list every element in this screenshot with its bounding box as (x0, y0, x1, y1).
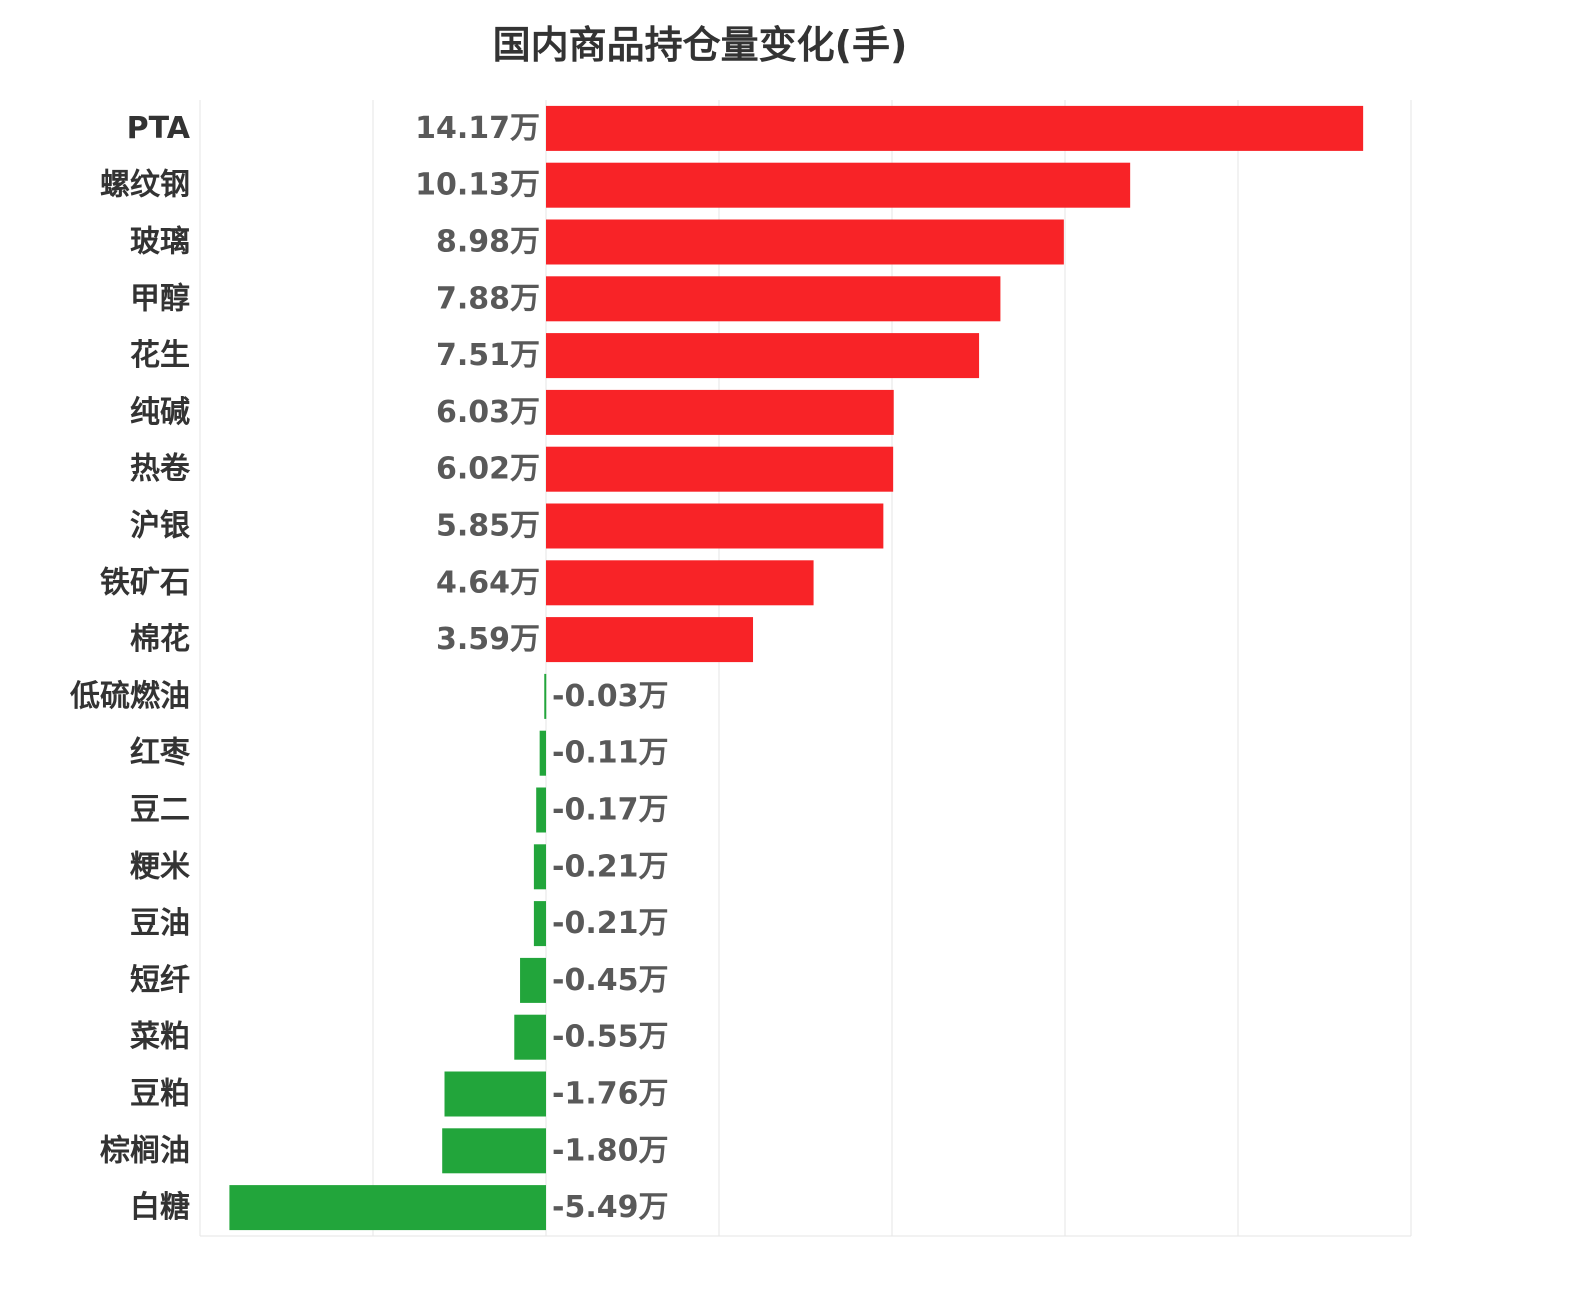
bar (546, 389, 894, 435)
category-label: 沪银 (130, 509, 190, 544)
bar (546, 560, 814, 606)
value-label: 6.02万 (436, 452, 540, 487)
bar (546, 333, 980, 379)
value-label: 8.98万 (436, 225, 540, 260)
category-label: 玻璃 (130, 225, 190, 260)
category-label: 棕榈油 (100, 1133, 190, 1168)
value-label: -1.76万 (552, 1077, 668, 1112)
category-label: 菜粕 (130, 1020, 190, 1055)
bar (546, 219, 1064, 265)
bar (536, 787, 546, 833)
value-label: 6.03万 (436, 395, 540, 430)
bar (533, 901, 546, 947)
bar (546, 162, 1131, 208)
bar (444, 1071, 546, 1117)
bar (546, 105, 1364, 151)
category-label: 棉花 (130, 622, 190, 657)
value-label: 14.17万 (415, 111, 540, 146)
bar (546, 503, 884, 549)
gridlines (199, 100, 1412, 1237)
value-label: -0.21万 (552, 906, 668, 941)
category-label: 短纤 (130, 963, 190, 998)
value-label: -0.21万 (552, 849, 668, 884)
category-label: 花生 (130, 338, 190, 373)
category-label: 粳米 (130, 849, 190, 884)
category-label: 铁矿石 (100, 565, 190, 600)
category-label: 纯碱 (130, 395, 190, 430)
value-label: 4.64万 (436, 565, 540, 600)
category-label: 红枣 (130, 736, 191, 771)
category-label: 热卷 (130, 452, 191, 487)
category-label: 甲醇 (130, 281, 190, 316)
bar (539, 730, 546, 776)
bar (514, 1014, 546, 1060)
bars (229, 105, 1364, 1231)
bar (520, 957, 546, 1003)
chart-title: 国内商品持仓量变化(手) (492, 23, 908, 67)
value-label: -0.03万 (552, 679, 668, 714)
bar (546, 276, 1001, 322)
value-label: 7.51万 (436, 338, 540, 373)
category-label: 豆油 (130, 906, 190, 941)
bar (442, 1128, 546, 1174)
bar (546, 617, 754, 663)
value-label: -0.11万 (552, 736, 668, 771)
value-label: -0.45万 (552, 963, 668, 998)
value-label: 3.59万 (436, 622, 540, 657)
value-label: -1.80万 (552, 1133, 668, 1168)
value-label: 10.13万 (415, 168, 540, 203)
value-label: 5.85万 (436, 509, 540, 544)
category-label: 低硫燃油 (69, 679, 190, 714)
category-label: 豆二 (130, 793, 190, 828)
value-label: -5.49万 (552, 1190, 668, 1225)
bar (229, 1185, 546, 1231)
bar (544, 673, 547, 719)
value-label: -0.17万 (552, 793, 668, 828)
category-label: 白糖 (130, 1190, 190, 1225)
category-label: PTA (127, 111, 191, 146)
category-label: 螺纹钢 (100, 168, 190, 203)
bar (546, 446, 894, 492)
category-label: 豆粕 (130, 1077, 190, 1112)
value-label: 7.88万 (436, 281, 540, 316)
value-label: -0.55万 (552, 1020, 668, 1055)
bar (533, 844, 546, 890)
